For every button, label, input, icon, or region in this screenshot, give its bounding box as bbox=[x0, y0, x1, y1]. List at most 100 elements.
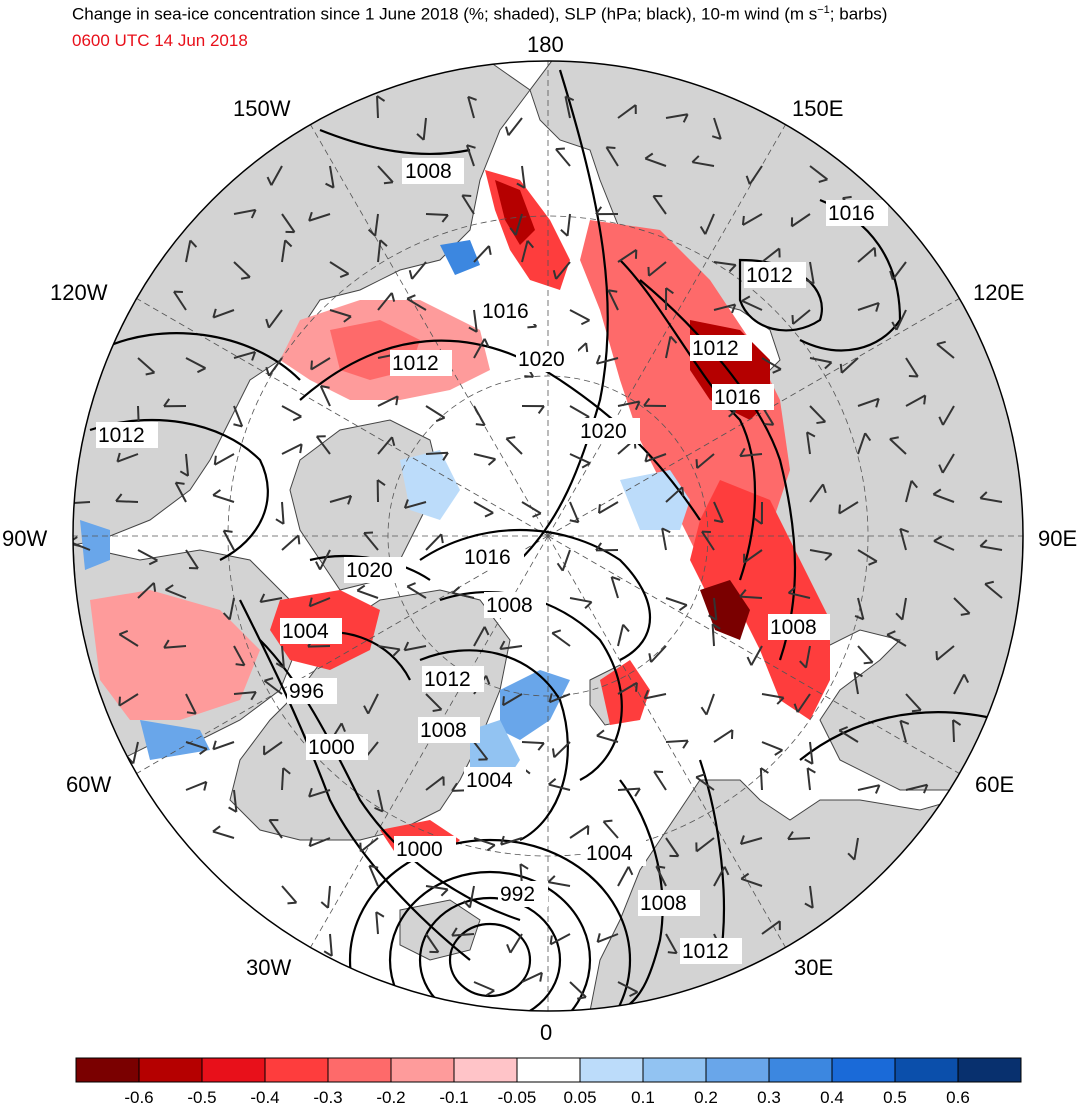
wind-barb bbox=[360, 837, 379, 853]
wind-barb-flag bbox=[596, 729, 605, 737]
wind-barb bbox=[598, 501, 619, 514]
wind-barb-flag bbox=[179, 470, 189, 477]
wind-barb-flag bbox=[548, 693, 553, 703]
wind-barb bbox=[163, 645, 187, 649]
wind-barb-flag bbox=[938, 464, 944, 474]
latitude-circle bbox=[387, 375, 709, 697]
wind-barb bbox=[809, 741, 814, 764]
wind-barb bbox=[233, 405, 244, 427]
slp-label: 1004 bbox=[466, 769, 513, 792]
wind-barb-flag bbox=[678, 604, 688, 612]
wind-barb bbox=[901, 597, 907, 620]
wind-barb-flag bbox=[488, 245, 492, 255]
wind-barb bbox=[809, 165, 829, 181]
wind-barb-flag bbox=[667, 951, 677, 955]
wind-barb bbox=[857, 645, 874, 664]
colorbar-swatch bbox=[390, 1057, 455, 1083]
wind-barb bbox=[309, 837, 331, 848]
wind-barb-flag bbox=[963, 674, 970, 683]
wind-barb bbox=[936, 645, 955, 661]
wind-barb bbox=[548, 783, 571, 791]
wind-barb-flag bbox=[608, 289, 618, 293]
meridian-line bbox=[136, 298, 549, 537]
wind-barb-flag bbox=[824, 361, 833, 370]
wind-barb-flag bbox=[440, 888, 449, 897]
wind-barb bbox=[465, 144, 475, 167]
wind-barb-flag bbox=[661, 527, 671, 534]
wind-barb bbox=[905, 394, 926, 407]
wind-barb bbox=[473, 245, 490, 263]
wind-barb bbox=[665, 837, 680, 857]
wind-barb-flag bbox=[804, 758, 814, 765]
wind-barb-flag bbox=[923, 784, 929, 794]
wind-barb bbox=[713, 261, 736, 266]
wind-barb bbox=[281, 443, 303, 455]
wind-barb bbox=[521, 501, 542, 515]
map-title: Change in sea-ice concentration since 1 … bbox=[72, 4, 887, 25]
wind-barb-flag bbox=[506, 944, 512, 954]
wind-barb-flag bbox=[212, 825, 221, 833]
slp-label: 1016 bbox=[482, 300, 529, 323]
colorbar-tick-label: -0.05 bbox=[498, 1088, 537, 1106]
wind-barb-flag bbox=[259, 593, 266, 603]
wind-barb bbox=[461, 194, 475, 215]
lon-label-90w: 90W bbox=[2, 526, 47, 551]
wind-barb bbox=[841, 357, 859, 374]
wind-barb bbox=[425, 933, 440, 953]
wind-barb-flag bbox=[347, 495, 353, 505]
colorbar-labels: -0.6 -0.5 -0.4 -0.3 -0.2 -0.1 -0.05 0.05 0.1 0.2 0… bbox=[124, 1088, 969, 1106]
wind-barb-flag bbox=[145, 371, 155, 376]
wind-barb-flag bbox=[468, 326, 478, 333]
wind-barb-flag bbox=[451, 586, 461, 594]
wind-barb bbox=[713, 501, 724, 523]
wind-barb bbox=[473, 741, 489, 761]
meridian-line bbox=[310, 124, 549, 537]
wind-barb bbox=[596, 734, 619, 743]
wind-barb bbox=[941, 453, 955, 474]
slp-label: 1020 bbox=[518, 348, 565, 371]
wind-barb bbox=[596, 357, 619, 365]
slp-label: 1012 bbox=[692, 337, 739, 360]
wind-barb-flag bbox=[287, 901, 297, 905]
lon-label-0: 0 bbox=[540, 1020, 552, 1045]
wind-barb bbox=[551, 632, 571, 647]
wind-barb bbox=[617, 681, 638, 695]
shade-kara-red bbox=[690, 480, 830, 720]
wind-barb-flag bbox=[643, 397, 651, 407]
slp-contour bbox=[99, 332, 301, 381]
wind-barb bbox=[263, 741, 283, 756]
wind-barb bbox=[555, 148, 571, 167]
wind-barb-flag bbox=[406, 294, 416, 300]
wind-barb-flag bbox=[643, 689, 650, 699]
wind-barb-flag bbox=[886, 630, 896, 636]
wind-barb-flag bbox=[875, 398, 880, 408]
wind-barb-flag bbox=[228, 806, 237, 813]
wind-barb bbox=[838, 501, 859, 515]
wind-barb-flag bbox=[889, 270, 894, 280]
colorbar-tick-label: 0.4 bbox=[820, 1088, 844, 1106]
wind-barb bbox=[748, 165, 763, 185]
wind-barb bbox=[404, 645, 427, 652]
wind-barb-flag bbox=[656, 865, 666, 869]
wind-barb bbox=[899, 528, 907, 551]
wind-barb bbox=[376, 95, 379, 119]
wind-barb-flag bbox=[665, 287, 674, 295]
wind-barb bbox=[406, 585, 427, 599]
wind-barb bbox=[569, 597, 592, 604]
meridian-line bbox=[547, 124, 786, 537]
wind-barb bbox=[602, 820, 619, 839]
wind-barb bbox=[695, 776, 715, 791]
wind-barb bbox=[233, 691, 257, 695]
wind-barb bbox=[610, 576, 619, 599]
colorbar-tick-label: -0.2 bbox=[376, 1088, 405, 1106]
wind-barb-flag bbox=[627, 866, 634, 876]
wind-barb-flag bbox=[483, 626, 490, 636]
wind-barb-flag bbox=[595, 354, 601, 365]
wind-barb-flag bbox=[284, 239, 293, 248]
wind-barb bbox=[952, 719, 955, 743]
wind-barb-flag bbox=[462, 194, 472, 197]
meridian-line bbox=[547, 535, 960, 774]
wind-barb bbox=[307, 645, 331, 648]
wind-barb-flag bbox=[526, 240, 535, 249]
slp-contour bbox=[239, 599, 471, 961]
